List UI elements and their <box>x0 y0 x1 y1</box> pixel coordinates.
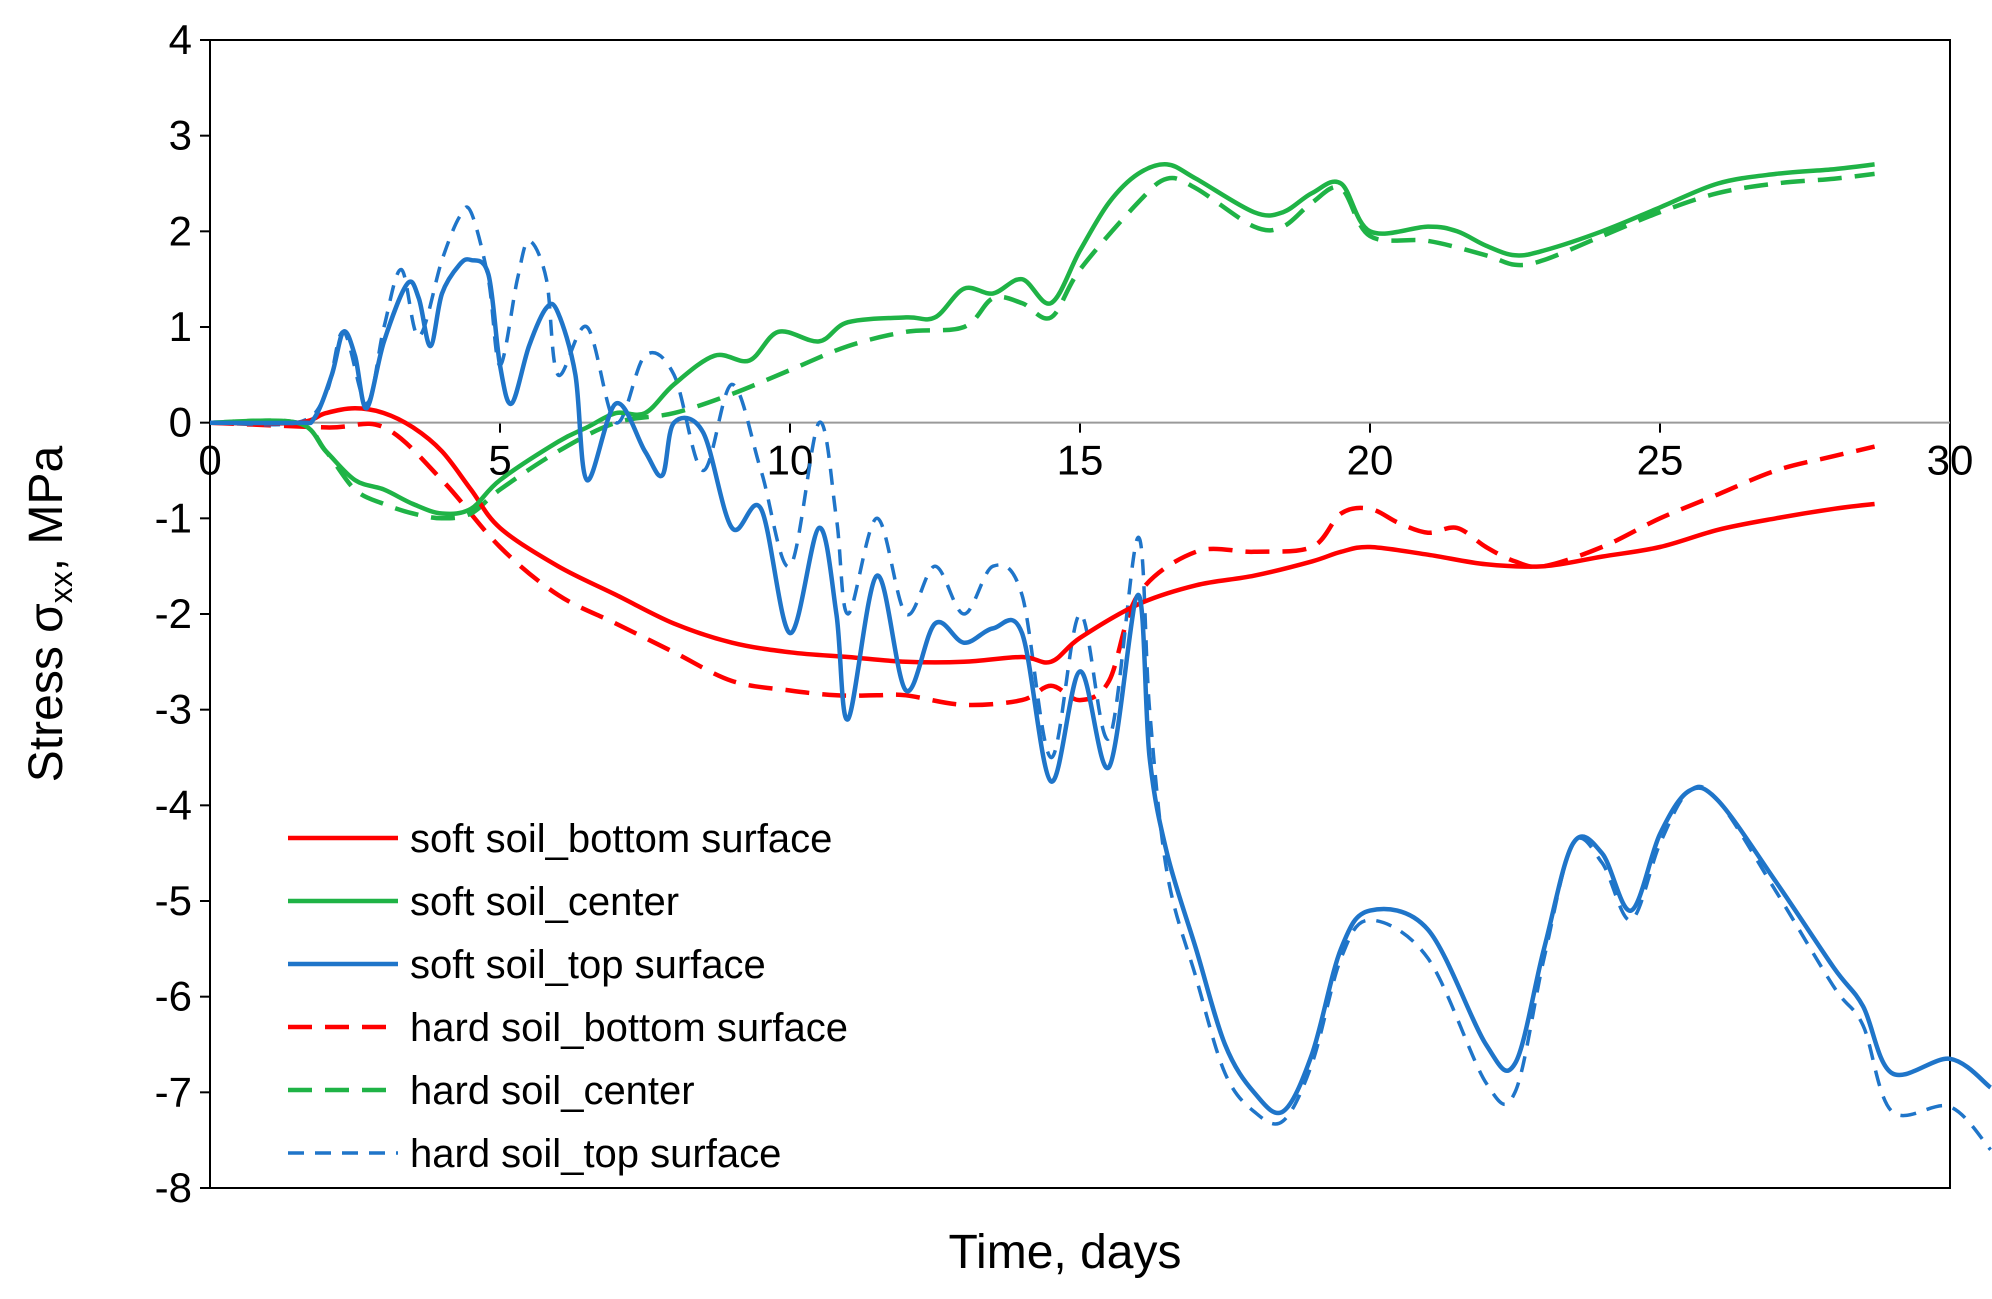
series-line-soft-soil-center <box>209 162 1875 517</box>
x-tick-label: 30 <box>1927 437 1974 484</box>
legend-label: soft soil_bottom surface <box>410 817 832 861</box>
legend-label: soft soil_center <box>410 880 679 924</box>
y-tick-label: -8 <box>155 1164 192 1211</box>
y-tick-label: -7 <box>155 1068 192 1115</box>
y-tick-label: 3 <box>169 112 192 159</box>
series-line-soft-soil-bottom-surface <box>209 406 1875 665</box>
legend-label: hard soil_bottom surface <box>410 1006 848 1050</box>
series-line-hard-soil-bottom-surface <box>209 420 1876 708</box>
y-tick-label: -2 <box>155 590 192 637</box>
y-tick-label: -5 <box>155 877 192 924</box>
y-axis-title: Stress σxx, MPa <box>20 446 79 783</box>
legend: soft soil_bottom surface soft soil_center… <box>288 817 848 1176</box>
x-tick-label: 10 <box>767 437 814 484</box>
y-axis-title-tail: , MPa <box>20 446 73 572</box>
y-tick-label: 0 <box>169 399 192 446</box>
series-layer <box>209 162 1992 1151</box>
x-axis-title: Time, days <box>949 1226 1182 1279</box>
y-tick-label: -1 <box>155 494 192 541</box>
y-tick-label: 4 <box>169 16 192 63</box>
x-tick-label: 0 <box>198 437 221 484</box>
legend-label: soft soil_top surface <box>410 943 766 987</box>
legend-label: hard soil_center <box>410 1069 695 1113</box>
y-tick-label: -3 <box>155 686 192 733</box>
y-tick-label: -4 <box>155 781 192 828</box>
y-tick-label: -6 <box>155 973 192 1020</box>
plot-area <box>209 39 1951 1189</box>
series-line-hard-soil-center <box>209 171 1875 521</box>
legend-label: hard soil_top surface <box>410 1132 781 1176</box>
x-tick-label: 20 <box>1347 437 1394 484</box>
y-tick-label: 1 <box>169 303 192 350</box>
x-tick-label: 25 <box>1637 437 1684 484</box>
x-tick-label: 15 <box>1057 437 1104 484</box>
series-line-soft-soil-top-surface <box>209 257 1992 1116</box>
y-axis-title-subscript: xx <box>43 571 79 603</box>
y-tick-label: 2 <box>169 207 192 254</box>
x-tick-label: 5 <box>488 437 511 484</box>
y-axis-title-main: Stress σ <box>20 603 73 782</box>
